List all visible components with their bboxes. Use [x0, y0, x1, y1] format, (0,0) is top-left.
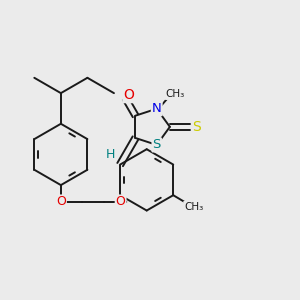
- Text: O: O: [123, 88, 134, 102]
- Text: O: O: [116, 196, 126, 208]
- Text: S: S: [152, 138, 161, 152]
- Text: H: H: [106, 148, 115, 161]
- Text: O: O: [56, 196, 66, 208]
- Text: CH₃: CH₃: [184, 202, 203, 212]
- Text: N: N: [152, 102, 162, 115]
- Text: CH₃: CH₃: [166, 89, 185, 99]
- Text: S: S: [192, 120, 200, 134]
